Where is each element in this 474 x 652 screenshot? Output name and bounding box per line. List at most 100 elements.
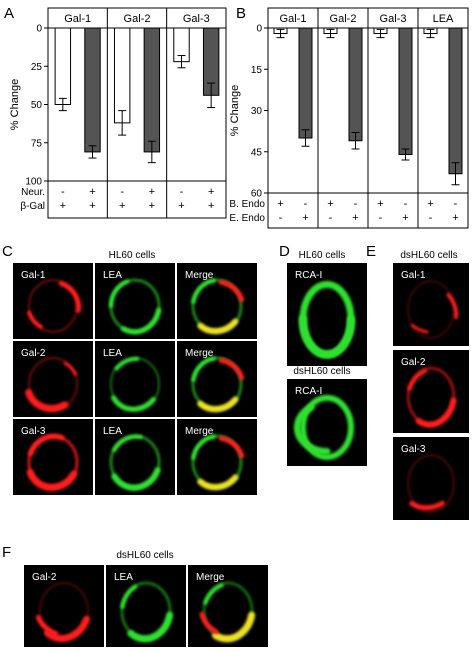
micrograph-label: Merge <box>185 426 214 437</box>
condition-sign: + <box>119 200 125 212</box>
micrograph-label: RCA-I <box>295 386 322 397</box>
condition-sign: - <box>61 186 65 198</box>
micrograph-label: LEA <box>103 426 122 437</box>
condition-sign: + <box>327 198 333 210</box>
condition-sign: - <box>454 198 458 210</box>
condition-sign: - <box>279 212 283 224</box>
micrograph-background <box>188 565 268 647</box>
stain-arc <box>109 278 161 334</box>
group-header: Gal-1 <box>64 13 91 25</box>
group-header: Gal-1 <box>280 13 307 25</box>
condition-sign: + <box>89 186 95 198</box>
micrograph-background <box>393 350 469 433</box>
condition-sign: + <box>302 212 308 224</box>
panel-letter-c: C <box>2 243 13 260</box>
y-tick-label: 0 <box>256 24 262 35</box>
stain-arc <box>401 285 461 334</box>
y-tick-label: 0 <box>36 24 42 35</box>
stain-arc <box>405 366 457 427</box>
condition-sign: + <box>89 200 95 212</box>
condition-sign: + <box>60 200 66 212</box>
group-header: Gal-3 <box>183 13 210 25</box>
stain-arc <box>189 433 245 491</box>
stain-arc <box>119 581 173 641</box>
condition-sign: - <box>379 212 383 224</box>
condition-sign: + <box>427 198 433 210</box>
panel-letter-e: E <box>366 243 376 260</box>
micrograph-e: Gal-3 <box>393 437 469 520</box>
condition-sign: - <box>404 198 408 210</box>
panel-letter-f: F <box>2 544 11 561</box>
micrograph-c-lea: LEA <box>95 341 175 417</box>
stain-arc <box>299 280 355 359</box>
micrograph-label: Gal-2 <box>401 357 426 368</box>
panel-c-caption: HL60 cells <box>109 250 156 261</box>
y-axis-label: % Change <box>9 79 21 130</box>
stain-arc <box>190 278 244 334</box>
membrane-ring <box>300 394 354 461</box>
micrograph-c-lea: LEA <box>95 419 175 495</box>
micrograph-label: LEA <box>103 348 122 359</box>
condition-sign: - <box>304 198 308 210</box>
y-tick-label: 50 <box>31 100 43 111</box>
group-header: Gal-2 <box>330 13 357 25</box>
panel-letter-a: A <box>4 5 14 22</box>
condition-sign: + <box>452 212 458 224</box>
stain-arc <box>190 434 244 490</box>
micrograph-background <box>24 565 104 647</box>
micrograph-label: Gal-1 <box>401 270 426 281</box>
stain-arc <box>188 279 246 333</box>
panel-letter-b: B <box>236 5 246 22</box>
micrograph-label: Gal-2 <box>21 348 46 359</box>
micrograph-background <box>95 419 175 495</box>
micrograph-c-merge: Merge <box>177 263 257 339</box>
condition-label: B. Endo <box>229 199 265 210</box>
condition-sign: + <box>402 212 408 224</box>
stain-arc <box>189 277 245 335</box>
micrograph-c-merge: Merge <box>177 341 257 417</box>
micrograph-c-merge: Merge <box>177 419 257 495</box>
group-header: LEA <box>433 13 454 25</box>
bar <box>143 27 161 153</box>
y-tick-label: 60 <box>251 189 263 200</box>
stain-arc <box>25 433 81 491</box>
condition-sign: + <box>352 212 358 224</box>
y-tick-label: 75 <box>31 138 43 149</box>
panel-e-caption: dsHL60 cells <box>400 250 457 261</box>
y-tick-label: 45 <box>251 147 263 158</box>
bar <box>448 27 463 175</box>
micrograph-e: Gal-2 <box>393 350 469 433</box>
stain-arc <box>26 433 80 491</box>
panel-d-caption-top: HL60 cells <box>299 250 346 261</box>
stain-arc <box>188 435 246 489</box>
micrograph-label: Gal-3 <box>21 426 46 437</box>
stain-arc <box>34 584 94 638</box>
micrograph-background <box>106 565 186 647</box>
condition-sign: - <box>429 212 433 224</box>
stain-arc <box>108 356 162 412</box>
condition-sign: + <box>208 200 214 212</box>
bar <box>113 27 131 124</box>
micrograph-f-merge: Merge <box>188 565 268 647</box>
micrograph-label: Gal-2 <box>32 572 57 583</box>
condition-sign: + <box>149 200 155 212</box>
micrograph-label: LEA <box>114 572 133 583</box>
stain-arc <box>24 279 82 333</box>
chart-a: Gal-1 Gal-2 Gal-3 0 25 50 75 100 % Change Neur. - +… <box>9 7 227 219</box>
micrograph-background <box>13 341 93 417</box>
condition-label: Neur. <box>21 187 45 198</box>
stain-arc <box>403 281 459 338</box>
micrograph-label: RCA-I <box>295 270 322 281</box>
stain-arc <box>108 277 162 335</box>
condition-sign: + <box>149 186 155 198</box>
condition-sign: + <box>178 200 184 212</box>
y-tick-label: 100 <box>25 177 42 188</box>
y-axis-label: % Change <box>229 85 241 136</box>
micrograph-label: LEA <box>103 270 122 281</box>
y-tick-label: 15 <box>251 65 263 76</box>
bar <box>398 27 413 155</box>
condition-label: E. Endo <box>229 213 265 224</box>
micrograph-label: Merge <box>196 572 225 583</box>
micrograph-f-lea: LEA <box>106 565 186 647</box>
condition-sign: + <box>208 186 214 198</box>
